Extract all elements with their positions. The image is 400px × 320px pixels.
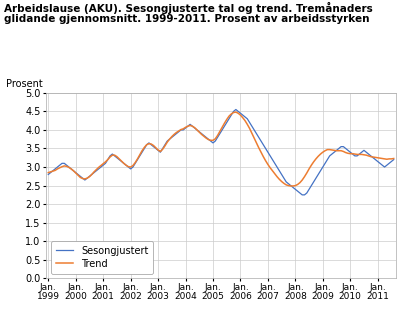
Sesongjustert <box>57 163 62 167</box>
Trend <box>46 171 51 174</box>
Trend <box>133 161 138 164</box>
Trend <box>391 156 396 160</box>
Sesongjustert <box>46 172 51 176</box>
Trend <box>288 184 293 188</box>
Line: Trend: Trend <box>48 112 394 186</box>
Legend: Sesongjustert, Trend: Sesongjustert, Trend <box>51 241 153 274</box>
Text: Prosent: Prosent <box>6 79 42 89</box>
Sesongjustert <box>279 172 284 176</box>
Trend <box>165 140 170 144</box>
Sesongjustert <box>234 108 238 111</box>
Sesongjustert <box>391 158 396 162</box>
Sesongjustert <box>98 165 103 169</box>
Trend <box>279 180 284 183</box>
Sesongjustert <box>165 139 170 143</box>
Trend <box>98 164 103 167</box>
Sesongjustert <box>300 193 305 197</box>
Trend <box>272 172 277 176</box>
Trend <box>57 166 62 170</box>
Text: Arbeidslause (AKU). Sesongjusterte tal og trend. Tremånaders: Arbeidslause (AKU). Sesongjusterte tal o… <box>4 2 373 14</box>
Line: Sesongjustert: Sesongjustert <box>48 109 394 195</box>
Trend <box>234 110 238 114</box>
Text: glidande gjennomsnitt. 1999-2011. Prosent av arbeidsstyrken: glidande gjennomsnitt. 1999-2011. Prosen… <box>4 14 370 24</box>
Sesongjustert <box>133 161 138 165</box>
Sesongjustert <box>272 161 277 165</box>
